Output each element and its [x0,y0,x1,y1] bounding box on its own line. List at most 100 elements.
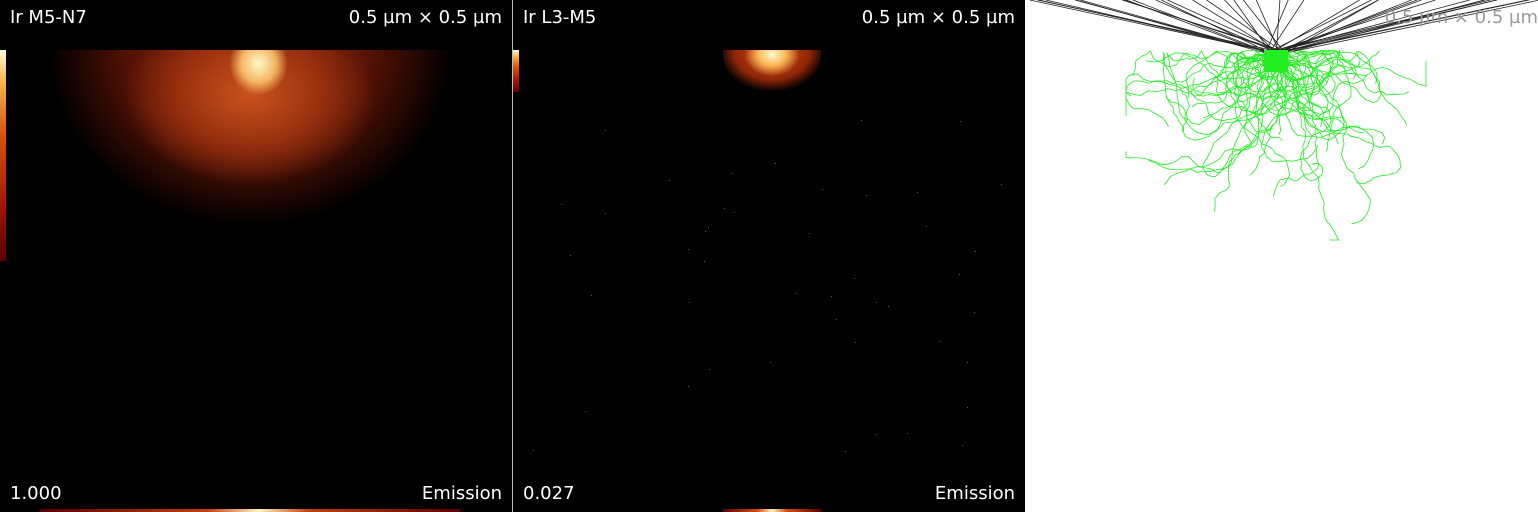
emission-point [734,212,735,213]
emission-point [570,255,571,256]
trajectory-path [1284,51,1371,225]
emission-point [854,278,855,279]
trajectory-path [1252,49,1328,84]
color-scale-bar [0,50,6,261]
emission-point [876,434,877,435]
panel-title: Ir M5-N7 [10,7,87,28]
emission-point [533,450,534,451]
trajectory-path [1279,50,1410,96]
intensity-profile-bar [40,509,460,512]
trajectory-path [1266,50,1407,126]
emission-point [974,312,975,313]
emission-point [962,445,963,446]
emission-panel-ir-l3-m5: Ir L3-M5 0.5 µm × 0.5 µm 0.027 Emission [513,0,1025,512]
emission-point [669,180,670,181]
emission-point [861,120,862,121]
panel-divider [512,0,513,512]
trajectory-path [1162,51,1269,132]
emission-point [605,130,606,131]
trajectory-path [1269,49,1341,117]
max-value-label: 0.027 [523,483,575,504]
emission-point [561,204,562,205]
trajectory-path [1185,50,1267,99]
trajectory-panel: 0.5 µm × 0.5 µm [1026,0,1538,512]
emission-point [688,249,689,250]
incident-beam-lines [1029,0,1538,55]
emission-point [855,342,856,343]
emission-point [967,407,968,408]
mode-label: Emission [934,483,1015,504]
emission-point [704,261,705,262]
trajectory-path [1277,51,1401,185]
trajectory-path [1281,51,1348,96]
emission-point [1001,184,1002,185]
trajectory-path [1232,51,1332,115]
emission-point [967,362,968,363]
trajectory-path [1256,51,1296,141]
beam-impact-region [1264,50,1288,72]
trajectory-path [1180,51,1282,141]
intensity-profile-bar [723,509,821,512]
emission-point [724,208,725,209]
panel-title: Ir L3-M5 [523,7,597,28]
emission-point [845,451,846,452]
trajectory-path [1271,50,1332,182]
max-value-label: 1.000 [10,483,62,504]
emission-point [960,121,961,122]
emission-point [888,306,889,307]
trajectory-path [1214,51,1270,212]
emission-point [731,173,732,174]
trajectory-path [1273,51,1427,87]
emission-point [939,341,940,342]
trajectory-path [1125,51,1274,97]
trajectory-path [1165,51,1272,135]
trajectory-path [1125,51,1271,116]
emission-point [907,433,908,434]
emission-point [709,369,710,370]
emission-point [689,302,690,303]
trajectory-path [1191,51,1272,108]
emission-point [836,319,837,320]
emission-point [959,274,960,275]
emission-point [831,296,832,297]
trajectory-path [1283,51,1340,241]
emission-point [770,362,771,363]
trajectory-plot [1029,0,1538,241]
emission-point [809,233,810,234]
emission-point [926,226,927,227]
trajectory-path [1260,51,1319,163]
trajectory-path [1287,51,1382,104]
scale-label: 0.5 µm × 0.5 µm [861,7,1015,28]
emission-point [605,213,606,214]
emission-point [917,192,918,193]
trajectory-path [1269,51,1320,197]
emission-point [975,251,976,252]
color-scale-bar [513,50,519,92]
emission-point [591,295,592,296]
emission-map [723,50,821,94]
trajectory-path [1256,51,1339,145]
emission-point [708,227,709,228]
trajectory-path [1278,51,1386,145]
emission-point [775,163,776,164]
scale-label: 0.5 µm × 0.5 µm [348,7,502,28]
trajectory-path [1148,51,1288,173]
emission-point [705,231,706,232]
emission-panel-ir-m5-n7: Ir M5-N7 0.5 µm × 0.5 µm 1.000 Emission [0,0,512,512]
emission-map [40,50,460,275]
emission-point [876,302,877,303]
emission-point [822,189,823,190]
mode-label: Emission [421,483,502,504]
trajectory-path [1132,50,1283,76]
emission-point [866,195,867,196]
trajectory-path [1279,50,1352,152]
electron-trajectories [1125,49,1427,241]
trajectory-path [1163,51,1284,186]
trajectory-path [1215,51,1273,133]
emission-point [585,411,586,412]
emission-point [688,386,689,387]
scale-label: 0.5 µm × 0.5 µm [1384,7,1538,28]
trajectory-path [1125,51,1289,173]
trajectory-path [1166,50,1270,125]
emission-point [796,293,797,294]
